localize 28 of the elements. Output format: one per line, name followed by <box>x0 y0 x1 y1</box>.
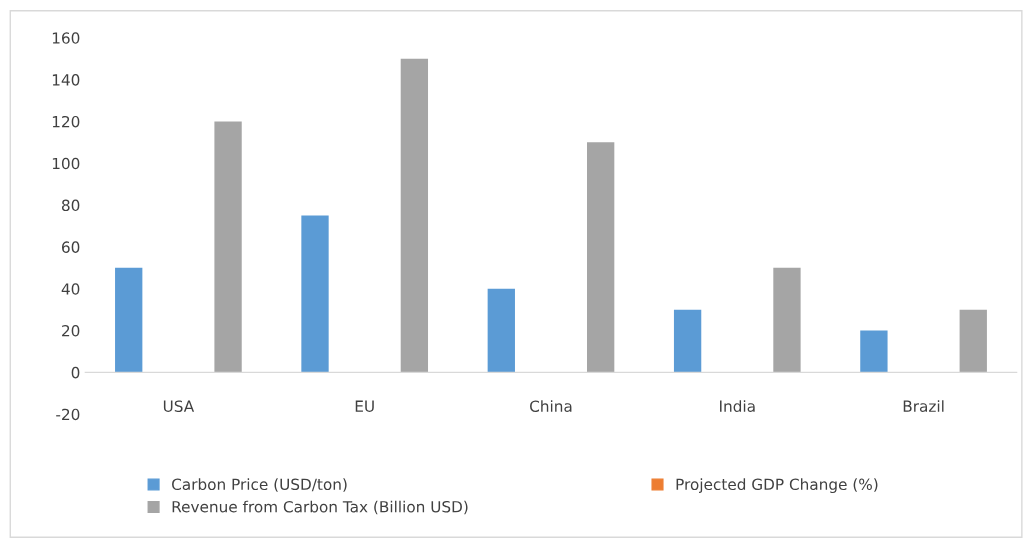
y-tick-label: 100 <box>52 157 80 170</box>
bar <box>587 142 615 373</box>
x-tick-label: India <box>720 400 755 412</box>
bar <box>214 121 242 373</box>
y-tick-label: 80 <box>61 199 80 212</box>
y-tick-label: -20 <box>56 408 80 421</box>
y-tick-label: 160 <box>52 32 80 44</box>
y-tick-label: 60 <box>62 241 80 253</box>
bar <box>773 267 801 373</box>
y-tick-label: 20 <box>62 325 80 337</box>
bar <box>400 58 429 373</box>
bar <box>487 288 515 373</box>
legend-label: Carbon Price (USD/ton) <box>172 478 347 492</box>
y-tick-label: 40 <box>61 283 80 295</box>
bar <box>860 330 888 373</box>
x-tick-label: Brazil <box>903 400 944 412</box>
x-tick-label: EU <box>355 400 374 412</box>
bar <box>115 267 143 373</box>
bar <box>673 309 702 373</box>
x-tick-label: China <box>530 400 572 412</box>
legend-label: Revenue from Carbon Tax (Billion USD) <box>172 500 468 515</box>
y-tick-label: 120 <box>52 115 80 128</box>
legend-label: Projected GDP Change (%) <box>676 478 878 494</box>
y-tick-label: 0 <box>71 366 80 379</box>
bar <box>959 309 987 373</box>
y-tick-label: 140 <box>52 74 80 86</box>
x-tick-label: USA <box>163 400 195 412</box>
bar <box>301 215 329 373</box>
